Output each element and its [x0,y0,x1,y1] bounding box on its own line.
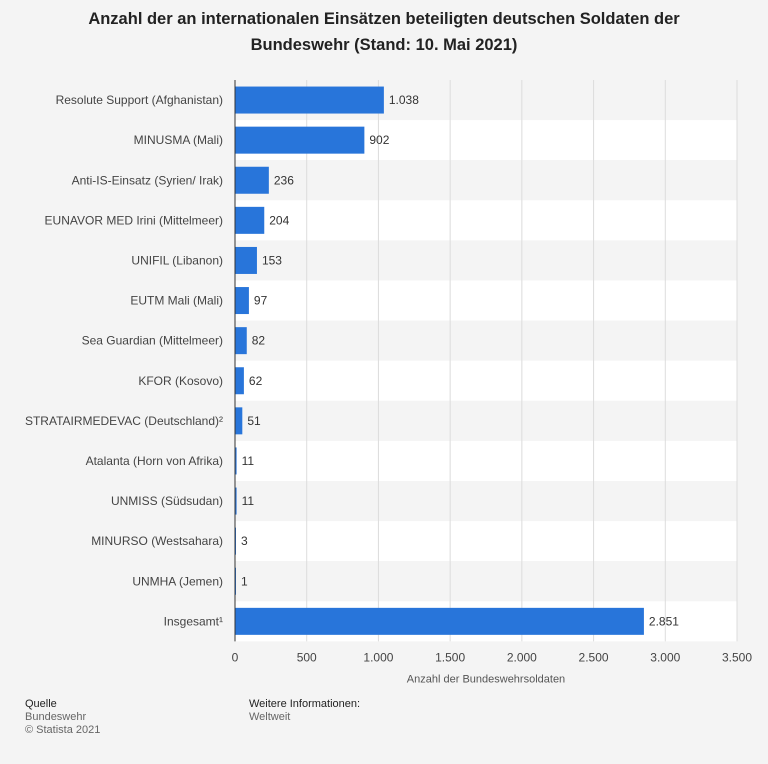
category-label: UNMHA (Jemen) [132,574,223,588]
row-band [235,481,737,522]
data-label: 1.038 [389,93,419,107]
bar [235,407,243,435]
data-label: 11 [242,454,255,468]
data-label: 153 [262,253,282,267]
category-label: EUTM Mali (Mali) [130,294,223,308]
category-label: MINURSO (Westsahara) [91,534,223,548]
x-tick-label: 3.500 [722,650,752,664]
row-band [235,521,737,562]
row-band [235,280,737,321]
x-tick-label: 3.000 [650,650,680,664]
info-block: Weitere Informationen: Weltweit [249,698,360,724]
category-label: Atalanta (Horn von Afrika) [86,454,223,468]
data-label: 11 [242,494,255,508]
chart-title-line-1: Anzahl der an internationalen Einsätzen … [88,10,680,28]
source-name: Bundeswehr [25,711,87,723]
bar-chart: Resolute Support (Afghanistan) 1.038 MINUS… [25,80,752,685]
x-tick-label: 2.500 [579,650,609,664]
category-label: STRATAIRMEDEVAC (Deutschland)² [25,414,223,428]
x-tick-label: 1.500 [435,650,465,664]
bar [235,487,237,515]
row-band [235,440,737,481]
bar [235,246,257,274]
data-label: 1 [241,574,248,588]
row-band [235,320,737,361]
bar [235,126,365,154]
category-label: EUNAVOR MED Irini (Mittelmeer) [45,213,223,227]
category-label: Insgesamt¹ [164,614,223,628]
info-label: Weitere Informationen: [249,698,361,710]
data-label: 82 [252,334,266,348]
x-axis-title: Anzahl der Bundeswehrsoldaten [407,673,565,685]
bar [235,206,265,234]
x-tick-label: 500 [297,650,317,664]
bar [235,86,384,114]
category-label: UNIFIL (Libanon) [131,253,223,267]
row-band [235,561,737,602]
bar [235,166,269,194]
info-value: Weltweit [249,711,291,723]
x-tick-label: 2.000 [507,650,537,664]
bar [235,287,249,315]
category-label: Resolute Support (Afghanistan) [56,93,223,107]
data-label: 2.851 [649,614,679,628]
data-label: 902 [369,133,389,147]
category-label: UNMISS (Südsudan) [111,494,223,508]
bar [235,607,644,635]
row-band [235,240,737,281]
x-tick-label: 1.000 [363,650,393,664]
category-label: Sea Guardian (Mittelmeer) [82,334,223,348]
data-label: 97 [254,294,268,308]
row-band [235,160,737,201]
data-label: 51 [247,414,261,428]
data-label: 62 [249,374,263,388]
bar [235,447,237,475]
bar [235,367,244,395]
chart-title: Anzahl der an internationalen Einsätzen … [0,6,768,58]
source-block: Quelle Bundeswehr © Statista 2021 [25,698,100,737]
data-label: 236 [274,173,294,187]
x-tick-label: 0 [232,650,239,664]
row-band [235,200,737,241]
data-label: 3 [241,534,248,548]
row-band [235,360,737,401]
row-band [235,400,737,441]
data-label: 204 [269,213,289,227]
chart-title-line-2: Bundeswehr (Stand: 10. Mai 2021) [250,36,518,54]
bar [235,327,247,355]
source-label: Quelle [25,698,57,710]
category-label: Anti-IS-Einsatz (Syrien/ Irak) [72,173,223,187]
copyright-text: © Statista 2021 [25,724,101,736]
category-label: MINUSMA (Mali) [134,133,223,147]
category-label: KFOR (Kosovo) [138,374,223,388]
